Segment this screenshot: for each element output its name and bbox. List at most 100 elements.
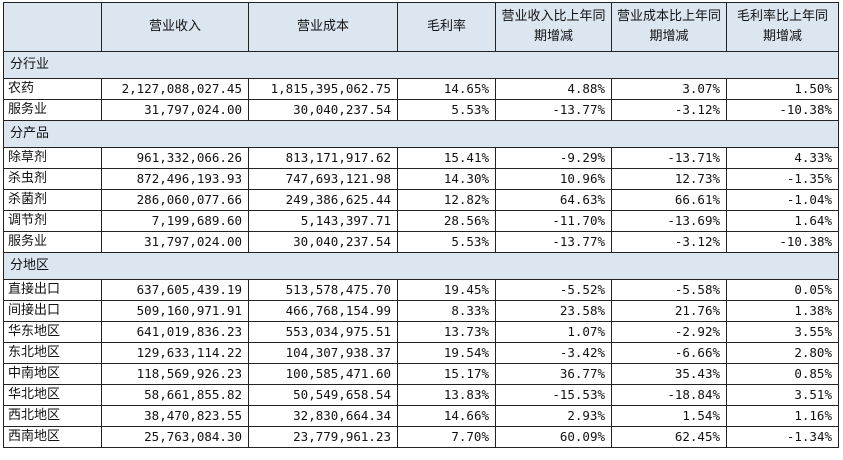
- table-row: 西北地区 38,470,823.55 32,830,664.34 14.66% 2.93…: [3, 405, 839, 427]
- revenue-yoy-cell: -5.52%: [495, 279, 612, 301]
- table-row: 中南地区 118,569,926.23 100,585,471.60 15.17% 36…: [3, 363, 839, 385]
- cost-yoy-cell: -6.66%: [611, 342, 727, 364]
- row-label: 杀虫剂: [3, 168, 102, 190]
- margin-yoy-cell: 2.80%: [726, 342, 839, 364]
- gross-margin-cell: 7.70%: [397, 426, 496, 448]
- revenue-cell: 637,605,439.19: [101, 279, 249, 301]
- revenue-cell: 7,199,689.60: [101, 210, 249, 232]
- revenue-cell: 38,470,823.55: [101, 405, 249, 427]
- revenue-yoy-cell: 4.88%: [495, 78, 612, 100]
- revenue-cell: 31,797,024.00: [101, 99, 249, 121]
- revenue-yoy-cell: -13.77%: [495, 99, 612, 121]
- margin-yoy-cell: 3.51%: [726, 384, 839, 406]
- header-cost-yoy: 营业成本比上年同期增减: [611, 2, 727, 52]
- cost-cell: 747,693,121.98: [248, 168, 398, 190]
- header-corner-cell: [3, 2, 102, 52]
- row-label: 华东地区: [3, 321, 102, 343]
- cost-yoy-cell: -3.12%: [611, 231, 727, 253]
- cost-cell: 32,830,664.34: [248, 405, 398, 427]
- margin-yoy-cell: -1.34%: [726, 426, 839, 448]
- revenue-cell: 961,332,066.26: [101, 147, 249, 169]
- margin-yoy-cell: -1.04%: [726, 189, 839, 211]
- header-row: 营业收入 营业成本 毛利率 营业收入比上年同期增减 营业成本比上年同期增减 毛利…: [3, 2, 839, 52]
- table-header: 营业收入 营业成本 毛利率 营业收入比上年同期增减 营业成本比上年同期增减 毛利…: [3, 2, 839, 52]
- cost-yoy-cell: -13.69%: [611, 210, 727, 232]
- cost-cell: 1,815,395,062.75: [248, 78, 398, 100]
- table-row: 除草剂 961,332,066.26 813,171,917.62 15.41% -9.…: [3, 147, 839, 169]
- margin-yoy-cell: 1.50%: [726, 78, 839, 100]
- row-label: 华北地区: [3, 384, 102, 406]
- margin-yoy-cell: 0.85%: [726, 363, 839, 385]
- revenue-yoy-cell: 23.58%: [495, 300, 612, 322]
- table-row: 杀菌剂 286,060,077.66 249,386,625.44 12.82% 64.…: [3, 189, 839, 211]
- table-row: 农药 2,127,088,027.45 1,815,395,062.75 14.65%…: [3, 78, 839, 100]
- revenue-yoy-cell: 2.93%: [495, 405, 612, 427]
- gross-margin-cell: 19.45%: [397, 279, 496, 301]
- row-label: 东北地区: [3, 342, 102, 364]
- row-label: 直接出口: [3, 279, 102, 301]
- header-margin-yoy: 毛利率比上年同期增减: [726, 2, 839, 52]
- cost-cell: 553,034,975.51: [248, 321, 398, 343]
- revenue-cell: 641,019,836.23: [101, 321, 249, 343]
- revenue-yoy-cell: 1.07%: [495, 321, 612, 343]
- margin-yoy-cell: 4.33%: [726, 147, 839, 169]
- header-gross-margin: 毛利率: [397, 2, 496, 52]
- cost-cell: 513,578,475.70: [248, 279, 398, 301]
- cost-cell: 30,040,237.54: [248, 231, 398, 253]
- revenue-cell: 509,160,971.91: [101, 300, 249, 322]
- margin-yoy-cell: -10.38%: [726, 231, 839, 253]
- row-label: 服务业: [3, 231, 102, 253]
- gross-margin-cell: 14.65%: [397, 78, 496, 100]
- revenue-yoy-cell: -3.42%: [495, 342, 612, 364]
- cost-cell: 249,386,625.44: [248, 189, 398, 211]
- gross-margin-cell: 28.56%: [397, 210, 496, 232]
- cost-cell: 100,585,471.60: [248, 363, 398, 385]
- cost-yoy-cell: -18.84%: [611, 384, 727, 406]
- cost-yoy-cell: 66.61%: [611, 189, 727, 211]
- margin-yoy-cell: -10.38%: [726, 99, 839, 121]
- revenue-cell: 118,569,926.23: [101, 363, 249, 385]
- table-row: 华东地区 641,019,836.23 553,034,975.51 13.73% 1.…: [3, 321, 839, 343]
- cost-cell: 23,779,961.23: [248, 426, 398, 448]
- revenue-cost-table: 营业收入 营业成本 毛利率 营业收入比上年同期增减 营业成本比上年同期增减 毛利…: [3, 2, 839, 448]
- row-label: 西南地区: [3, 426, 102, 448]
- section-row: 分地区: [3, 252, 839, 280]
- revenue-cell: 872,496,193.93: [101, 168, 249, 190]
- cost-cell: 813,171,917.62: [248, 147, 398, 169]
- revenue-yoy-cell: 10.96%: [495, 168, 612, 190]
- gross-margin-cell: 5.53%: [397, 231, 496, 253]
- row-label: 西北地区: [3, 405, 102, 427]
- row-label: 调节剂: [3, 210, 102, 232]
- table-row: 直接出口 637,605,439.19 513,578,475.70 19.45% -5…: [3, 279, 839, 301]
- revenue-yoy-cell: -9.29%: [495, 147, 612, 169]
- cost-yoy-cell: 3.07%: [611, 78, 727, 100]
- table-row: 东北地区 129,633,114.22 104,307,938.37 19.54% -3…: [3, 342, 839, 364]
- row-label: 间接出口: [3, 300, 102, 322]
- cost-cell: 104,307,938.37: [248, 342, 398, 364]
- header-revenue: 营业收入: [101, 2, 249, 52]
- cost-cell: 466,768,154.99: [248, 300, 398, 322]
- gross-margin-cell: 14.30%: [397, 168, 496, 190]
- section-title: 分产品: [3, 120, 839, 148]
- cost-cell: 5,143,397.71: [248, 210, 398, 232]
- table-row: 西南地区 25,763,084.30 23,779,961.23 7.70% 60.09…: [3, 426, 839, 448]
- header-revenue-yoy: 营业收入比上年同期增减: [495, 2, 612, 52]
- gross-margin-cell: 19.54%: [397, 342, 496, 364]
- cost-yoy-cell: 62.45%: [611, 426, 727, 448]
- cost-yoy-cell: -3.12%: [611, 99, 727, 121]
- cost-yoy-cell: 21.76%: [611, 300, 727, 322]
- row-label: 服务业: [3, 99, 102, 121]
- row-label: 杀菌剂: [3, 189, 102, 211]
- margin-yoy-cell: 1.16%: [726, 405, 839, 427]
- cost-yoy-cell: 1.54%: [611, 405, 727, 427]
- gross-margin-cell: 15.17%: [397, 363, 496, 385]
- header-cost: 营业成本: [248, 2, 398, 52]
- cost-yoy-cell: -2.92%: [611, 321, 727, 343]
- gross-margin-cell: 8.33%: [397, 300, 496, 322]
- table-row: 华北地区 58,661,855.82 50,549,658.54 13.83% -15.…: [3, 384, 839, 406]
- revenue-cell: 129,633,114.22: [101, 342, 249, 364]
- gross-margin-cell: 5.53%: [397, 99, 496, 121]
- table-row: 杀虫剂 872,496,193.93 747,693,121.98 14.30% 10.…: [3, 168, 839, 190]
- cost-yoy-cell: 12.73%: [611, 168, 727, 190]
- table-body: 分行业 农药 2,127,088,027.45 1,815,395,062.75 14.…: [3, 51, 839, 448]
